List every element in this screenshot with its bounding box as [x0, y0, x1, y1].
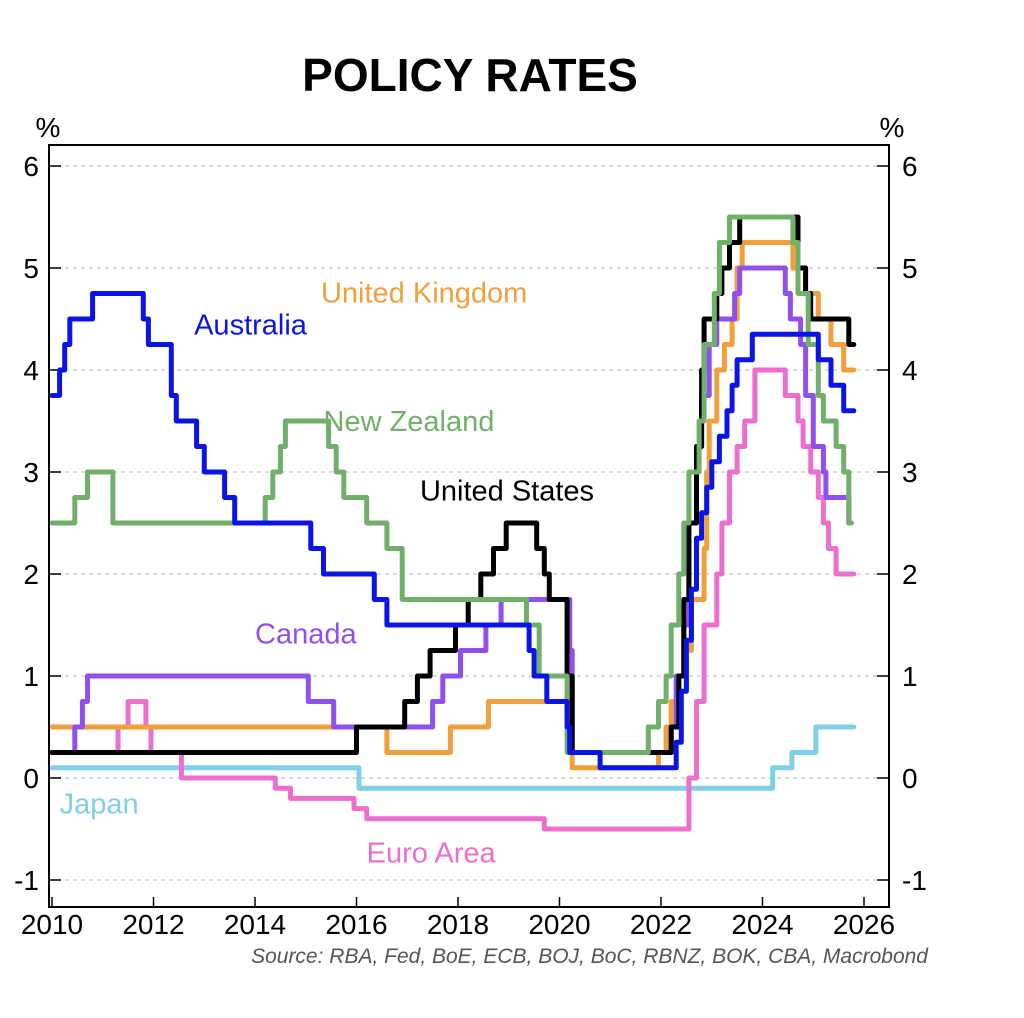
y-tick-label-right: 2 [902, 559, 918, 590]
series-label-new-zealand: New Zealand [324, 406, 495, 438]
series-label-australia: Australia [194, 309, 308, 341]
x-tick-label: 2024 [731, 909, 793, 940]
x-tick-label: 2014 [224, 909, 286, 940]
series-line-canada [49, 265, 854, 755]
y-tick-label-left: 5 [23, 253, 39, 284]
series-line-australia [49, 291, 857, 771]
y-tick-label-right: 3 [902, 457, 918, 488]
y-tick-label-left: 2 [23, 559, 39, 590]
series-line-united-states [49, 214, 857, 755]
series-label-japan: Japan [60, 789, 139, 821]
series-line-new-zealand [49, 214, 854, 755]
y-axis-unit-left: % [36, 112, 61, 143]
x-tick-label: 2012 [122, 909, 184, 940]
y-tick-label-left: -1 [14, 865, 39, 896]
y-tick-label-right: 5 [902, 253, 918, 284]
series-line-euro-area [49, 367, 857, 832]
chart-title: POLICY RATES [302, 49, 638, 101]
series-lines [49, 214, 857, 832]
series-label-united-states: United States [420, 476, 594, 508]
x-tick-label: 2020 [528, 909, 590, 940]
series-line-japan [49, 724, 857, 791]
y-axis-ticks: -1 -1 0 0 1 1 2 2 3 3 4 4 5 5 6 6 [14, 151, 927, 896]
source-note: Source: RBA, Fed, BoE, ECB, BOJ, BoC, RB… [251, 945, 929, 968]
y-tick-label-right: -1 [902, 865, 927, 896]
y-tick-label-left: 0 [23, 763, 39, 794]
y-tick-label-left: 6 [23, 151, 39, 182]
series-label-canada: Canada [255, 618, 357, 650]
x-tick-label: 2026 [833, 909, 895, 940]
x-tick-label: 2010 [21, 909, 83, 940]
y-tick-label-left: 3 [23, 457, 39, 488]
series-label-united-kingdom: United Kingdom [321, 278, 527, 310]
series-label-euro-area: Euro Area [367, 838, 497, 870]
y-tick-label-right: 0 [902, 763, 918, 794]
x-tick-label: 2018 [427, 909, 489, 940]
plot-frame [48, 144, 890, 908]
y-tick-label-right: 6 [902, 151, 918, 182]
y-tick-label-right: 1 [902, 661, 918, 692]
x-axis-ticks: 2010 2012 2014 2016 2018 2020 2022 2024 2026 [21, 897, 895, 940]
y-tick-label-right: 4 [902, 355, 918, 386]
x-tick-label: 2022 [630, 909, 692, 940]
y-tick-label-left: 4 [23, 355, 39, 386]
y-tick-label-left: 1 [23, 661, 39, 692]
series-labels: Japan Euro Area United Kingdom Canada United… [60, 278, 594, 870]
y-axis-unit-right: % [880, 112, 905, 143]
x-tick-label: 2016 [325, 909, 387, 940]
